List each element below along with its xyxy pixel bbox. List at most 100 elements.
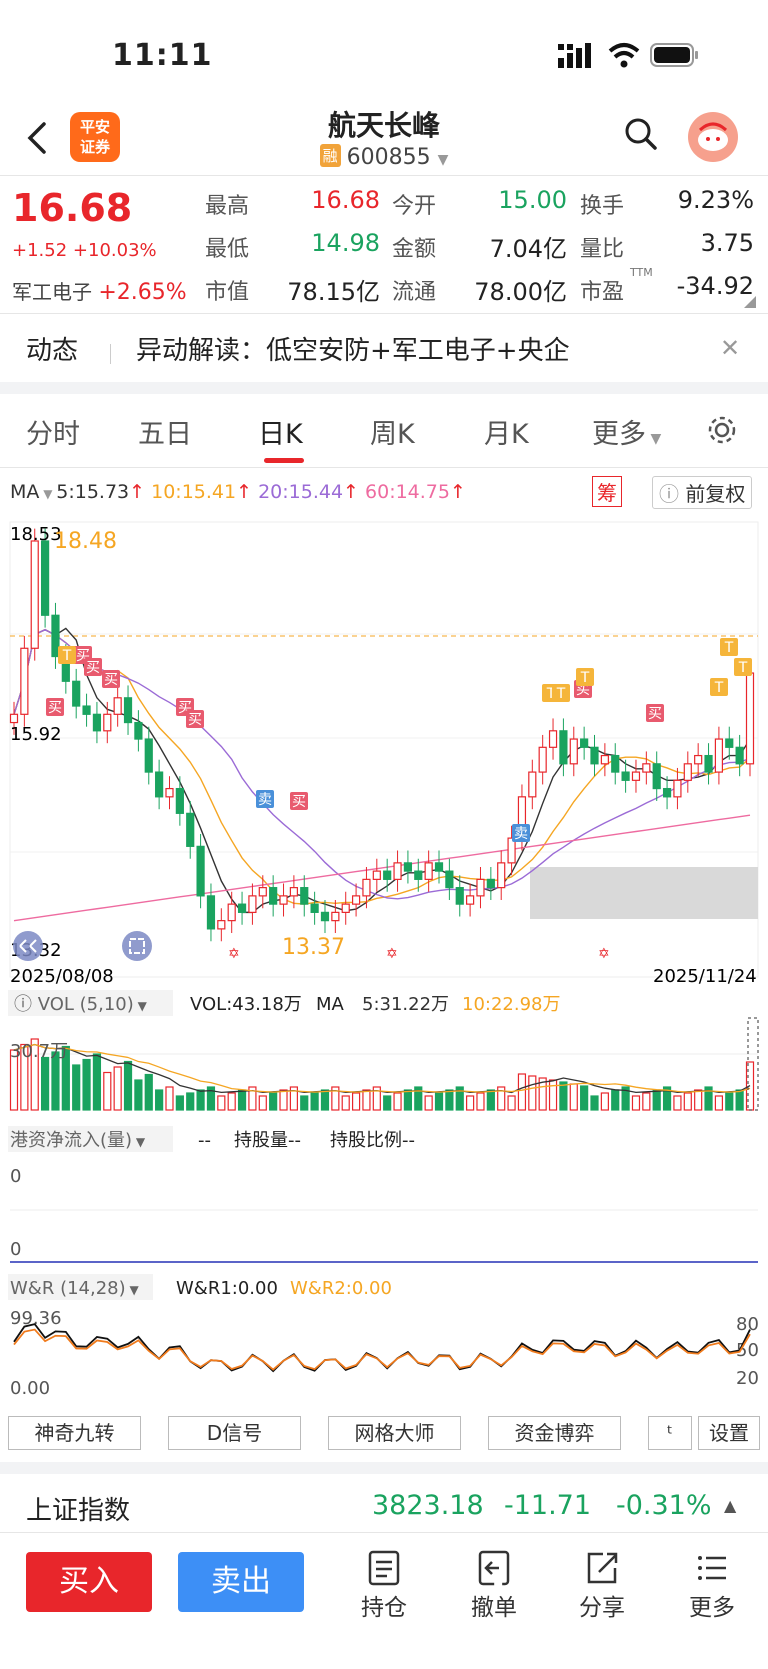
volume-bar-down bbox=[72, 1064, 81, 1111]
tool-settings[interactable]: 设置 bbox=[698, 1416, 760, 1450]
candle-up bbox=[258, 887, 267, 897]
hk-flow-dash: -- bbox=[198, 1130, 211, 1151]
vol-label[interactable]: ⓘ VOL (5,10) ▼ bbox=[14, 994, 148, 1015]
volume-bar-down bbox=[735, 1089, 744, 1111]
nav-positions[interactable]: 持仓 bbox=[344, 1548, 424, 1622]
volume-bar-down bbox=[175, 1095, 184, 1111]
candle-up bbox=[683, 763, 692, 781]
buy-button[interactable]: 买入 bbox=[26, 1552, 152, 1612]
candle-down bbox=[237, 903, 247, 913]
adjust-mode-label: 前复权 bbox=[685, 482, 746, 506]
candle-down bbox=[455, 887, 464, 905]
vol-axis-label: 30.7万 bbox=[10, 1041, 68, 1062]
collapse-icon[interactable] bbox=[13, 931, 43, 961]
candle-up bbox=[631, 771, 641, 781]
tool-more[interactable]: ᵗ bbox=[648, 1416, 692, 1450]
candle-up bbox=[569, 738, 578, 765]
kline-frame bbox=[9, 521, 759, 978]
quote-label-volratio: 量比 bbox=[580, 237, 625, 262]
index-value: 3823.18 bbox=[372, 1490, 484, 1521]
hk-zero-top: 0 bbox=[10, 1166, 21, 1187]
chevron-up-icon[interactable]: ▲ bbox=[724, 1496, 737, 1515]
quote-value-pe: -34.92 bbox=[676, 272, 754, 300]
menu-icon bbox=[698, 1556, 726, 1580]
news-headline[interactable]: 异动解读：低空安防+军工电子+央企 bbox=[136, 336, 570, 366]
index-name[interactable]: 上证指数 bbox=[26, 1496, 131, 1526]
candle-down bbox=[51, 614, 60, 658]
wr-lines bbox=[13, 1323, 751, 1373]
search-icon[interactable] bbox=[624, 117, 658, 151]
kline-mid-label: 15.92 bbox=[10, 724, 62, 745]
tab-daily-k[interactable]: 日K bbox=[258, 419, 303, 450]
ma-legend[interactable]: MA ▼ 5:15.73↑ 10:15.41↑ 20:15.44↑ 60:14.… bbox=[10, 481, 466, 503]
nav-share[interactable]: 分享 bbox=[562, 1548, 642, 1622]
candle-down bbox=[144, 738, 153, 773]
candle-down bbox=[735, 746, 744, 765]
take-profit-signal-bg bbox=[552, 684, 570, 702]
tab-monthly-k[interactable]: 月K bbox=[484, 419, 529, 450]
tab-five-day[interactable]: 五日 bbox=[138, 419, 192, 450]
corner-expand-icon[interactable] bbox=[744, 296, 756, 308]
volume-bar-down bbox=[134, 1079, 143, 1111]
vol-ma10: 10:22.98万 bbox=[462, 994, 561, 1015]
fullscreen-icon[interactable] bbox=[122, 931, 152, 961]
volume-bar-down bbox=[40, 1056, 50, 1111]
candle-up bbox=[393, 862, 402, 880]
ma-label: MA bbox=[10, 481, 40, 503]
candle-down bbox=[580, 738, 589, 748]
kline-chart[interactable]: 买买买买买买买买买买卖卖TTTTTTT 18.53 18.48 15.92 13… bbox=[0, 510, 768, 1400]
buy-signal-bg bbox=[102, 670, 120, 688]
candle-up bbox=[20, 647, 29, 715]
take-profit-signal: T bbox=[714, 680, 724, 696]
volume-bar-down bbox=[445, 1089, 454, 1111]
volume-bar-up bbox=[248, 1086, 257, 1111]
volume-bar-up bbox=[600, 1092, 609, 1111]
back-icon[interactable] bbox=[22, 118, 52, 158]
tool-d-signal[interactable]: D信号 bbox=[168, 1416, 301, 1450]
candle-down bbox=[134, 721, 143, 740]
nav-cancel-order[interactable]: 撤单 bbox=[454, 1548, 534, 1622]
info-icon: ⓘ bbox=[659, 482, 686, 506]
hk-flow-label[interactable]: 港资净流入(量) ▼ bbox=[10, 1130, 146, 1151]
wr-label[interactable]: W&R (14,28) ▼ bbox=[10, 1278, 139, 1299]
candle-up bbox=[476, 878, 485, 897]
kline-top-label: 18.53 bbox=[10, 524, 62, 545]
candle-down bbox=[652, 763, 661, 790]
volume-bar-up bbox=[279, 1089, 288, 1111]
candle-up bbox=[600, 754, 609, 765]
tool-fund-game[interactable]: 资金博弈 bbox=[488, 1416, 621, 1450]
stock-code-row[interactable]: 融 600855 ▼ bbox=[0, 144, 768, 170]
volume-bar-down bbox=[662, 1086, 672, 1111]
nav-more[interactable]: 更多 bbox=[672, 1548, 752, 1622]
volume-bar-down bbox=[51, 1051, 60, 1111]
sell-button[interactable]: 卖出 bbox=[178, 1552, 304, 1612]
sector-row[interactable]: 军工电子 +2.65% bbox=[12, 276, 187, 305]
tab-weekly-k[interactable]: 周K bbox=[370, 419, 415, 450]
tab-more[interactable]: 更多 ▼ bbox=[592, 412, 661, 451]
chip-distribution-button[interactable]: 筹 bbox=[592, 476, 622, 507]
avatar[interactable] bbox=[688, 112, 738, 162]
volume-bar-up bbox=[528, 1075, 537, 1111]
volume-bar-down bbox=[269, 1092, 278, 1111]
quote-value-mktcap: 78.15亿 bbox=[287, 278, 380, 306]
buy-signal-bg bbox=[186, 710, 204, 728]
news-separator bbox=[110, 344, 111, 364]
settings-gear-icon[interactable] bbox=[706, 414, 738, 446]
volume-bar-up bbox=[631, 1095, 641, 1111]
close-icon[interactable]: ✕ bbox=[720, 334, 741, 362]
tool-grid-master[interactable]: 网格大师 bbox=[328, 1416, 461, 1450]
candle-up bbox=[745, 672, 755, 765]
volume-bar-down bbox=[237, 1089, 247, 1111]
take-profit-signal: T bbox=[580, 670, 590, 686]
adjust-mode-button[interactable]: ⓘ 前复权 bbox=[652, 476, 753, 509]
quote-value-low: 14.98 bbox=[311, 229, 380, 257]
tab-minute[interactable]: 分时 bbox=[26, 419, 80, 450]
chevron-down-icon: ▼ bbox=[39, 487, 57, 501]
buy-signal: 买 bbox=[648, 706, 662, 722]
margin-badge: 融 bbox=[319, 144, 341, 167]
quote-label-low: 最低 bbox=[205, 237, 250, 262]
candle-down bbox=[383, 870, 392, 880]
volume-bar-down bbox=[196, 1089, 205, 1111]
undo-icon bbox=[478, 1550, 510, 1586]
tool-nine-turns[interactable]: 神奇九转 bbox=[8, 1416, 141, 1450]
